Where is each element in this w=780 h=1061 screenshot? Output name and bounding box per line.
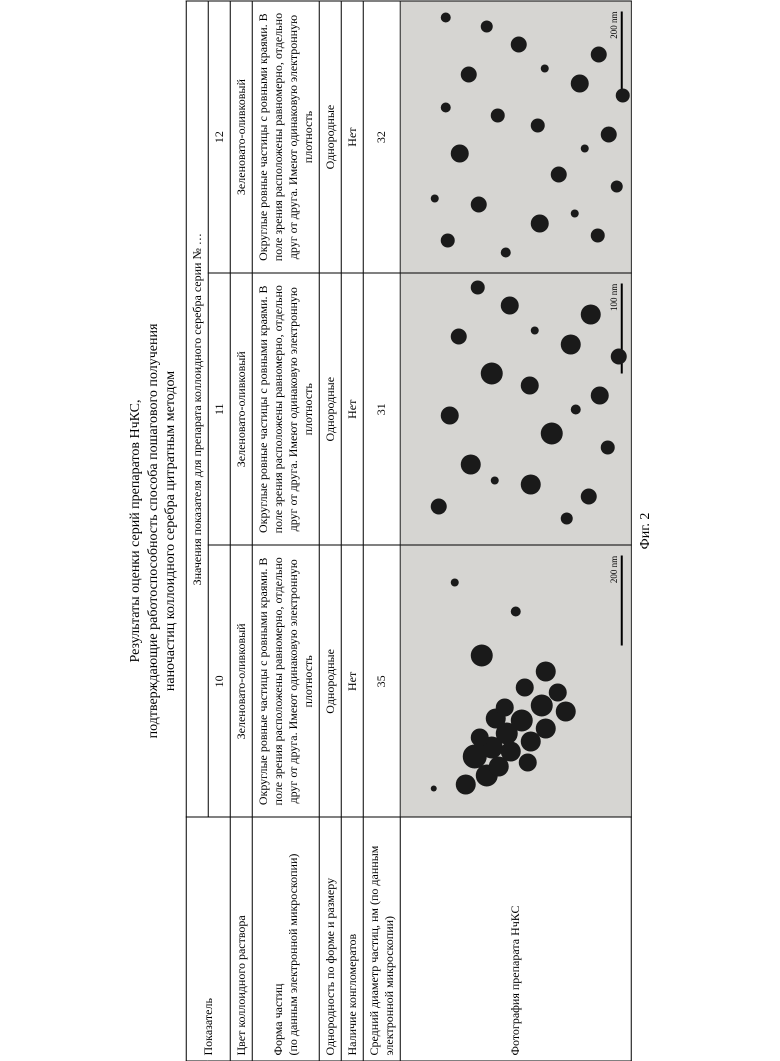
particle [555,701,575,721]
particle [460,454,480,474]
particle [490,476,498,484]
figure-caption: Фиг. 2 [637,0,653,1061]
series-10: 10 [208,545,230,817]
particle [470,644,492,666]
particle [450,144,468,162]
row-conglomerates-12: Нет [341,1,363,273]
particle [560,334,580,354]
particle [570,74,588,92]
series-12: 12 [208,1,230,273]
particle [548,683,566,701]
particle [450,578,458,586]
particle [530,326,538,334]
particle [430,785,436,791]
row-conglomerates-label: Наличие конгломератов [341,817,363,1061]
particle [495,698,513,716]
particle [590,386,608,404]
particle [530,694,552,716]
row-uniformity-11: Однородные [319,273,341,545]
micrograph-cell-11 [400,273,631,545]
particle [500,741,520,761]
particle [570,404,580,414]
particle [550,166,566,182]
particle [540,422,562,444]
row-color-10: Зеленовато-оливковый [230,545,252,817]
particle [590,46,606,62]
particle [580,488,596,504]
row-color-11: Зеленовато-оливковый [230,273,252,545]
particle [460,66,476,82]
micrograph-cell-12 [400,1,631,273]
row-color-label: Цвет коллоидного раствора [230,817,252,1061]
particle [510,709,532,731]
row-shape-11: Округлые ровные частицы с ровными краями… [252,273,319,545]
row-conglomerates-10: Нет [341,545,363,817]
results-table: Показатель Значения показателя для препа… [185,0,631,1061]
particle [518,753,536,771]
particle [500,247,510,257]
particle [500,296,518,314]
particle [480,20,492,32]
row-diameter-label: Средний диаметр частиц, нм (по данным эл… [363,817,400,1061]
particle [440,102,450,112]
row-diameter-12: 32 [363,1,400,273]
micrograph-10 [400,545,630,816]
particle [520,474,540,494]
particle [615,88,629,102]
particle [510,606,520,616]
particle [610,348,626,364]
particle [470,280,484,294]
particle [530,214,548,232]
particle [570,209,578,217]
particle [430,194,438,202]
particle [470,196,486,212]
particle [440,12,450,22]
particle [440,406,458,424]
row-shape-12: Округлые ровные частицы с ровными краями… [252,1,319,273]
row-shape-10: Округлые ровные частицы с ровными краями… [252,545,319,817]
row-uniformity-12: Однородные [319,1,341,273]
particle [600,126,616,142]
particle [580,144,588,152]
header-indicator: Показатель [186,817,230,1061]
scalebar-10 [620,555,622,645]
title-line-1: Результаты оценки серий препаратов НчКС, [127,0,145,1061]
micrograph-cell-10 [400,545,631,817]
row-photo-label: Фотография препарата НчКС [400,817,631,1061]
particle [560,512,572,524]
header-values: Значения показателя для препарата коллои… [186,1,208,817]
row-uniformity-10: Однородные [319,545,341,817]
particle [450,328,466,344]
particle [520,376,538,394]
particle [590,228,604,242]
figure-title: Результаты оценки серий препаратов НчКС,… [127,0,180,1061]
particle [535,718,555,738]
particle [440,233,454,247]
scalebar-12 [620,11,622,101]
row-shape-label: Форма частиц (по данным электронной микр… [252,817,319,1061]
particle [580,304,600,324]
particle [530,118,544,132]
particle [535,661,555,681]
particle [510,36,526,52]
row-conglomerates-11: Нет [341,273,363,545]
micrograph-11 [400,273,630,544]
particle [455,774,475,794]
particle [540,64,548,72]
series-11: 11 [208,273,230,545]
particle [610,180,622,192]
particle [600,440,614,454]
row-diameter-10: 35 [363,545,400,817]
title-line-2: подтверждающие работоспособность способа… [144,0,162,1061]
particle [515,678,533,696]
particle [480,362,502,384]
row-diameter-11: 31 [363,273,400,545]
particle [430,498,446,514]
title-line-3: наночастиц коллоидного серебра цитратным… [162,0,180,1061]
particle [470,728,488,746]
micrograph-12 [400,1,630,272]
row-uniformity-label: Однородность по форме и размеру [319,817,341,1061]
row-color-12: Зеленовато-оливковый [230,1,252,273]
particle [490,108,504,122]
